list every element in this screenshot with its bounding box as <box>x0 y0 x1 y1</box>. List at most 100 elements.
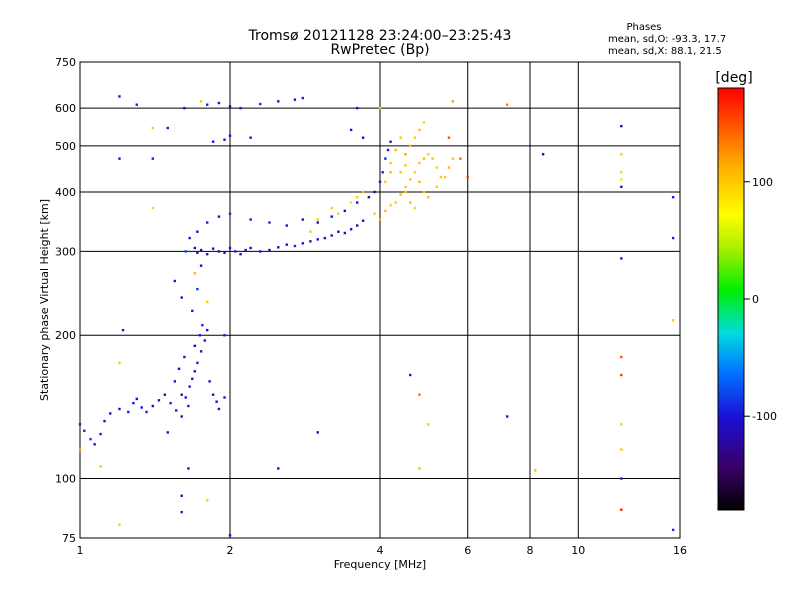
y-axis-title: Stationary phase Virtual Height [km] <box>38 199 51 401</box>
data-point <box>244 248 247 252</box>
data-point <box>184 250 187 253</box>
data-point <box>118 95 121 98</box>
data-point <box>249 218 252 221</box>
data-point <box>620 257 623 260</box>
data-point <box>378 180 382 184</box>
data-point <box>451 157 455 160</box>
data-point <box>199 264 203 267</box>
data-point <box>99 465 102 468</box>
data-point <box>211 247 215 250</box>
data-point <box>228 105 232 108</box>
data-point <box>239 106 242 110</box>
data-point <box>620 124 623 128</box>
data-point <box>355 224 359 227</box>
data-point <box>620 185 623 189</box>
data-point <box>384 180 387 184</box>
data-point <box>404 190 407 194</box>
data-point <box>399 193 402 196</box>
data-point <box>409 373 412 377</box>
data-point <box>118 523 121 526</box>
data-point <box>157 399 161 402</box>
data-point <box>277 100 280 103</box>
data-point <box>349 201 353 204</box>
colorbar-label: [deg] <box>715 70 752 86</box>
y-tick-label: 100 <box>55 473 76 486</box>
data-point <box>215 400 218 403</box>
data-point <box>132 401 135 405</box>
data-point <box>78 448 82 451</box>
data-point <box>384 209 387 213</box>
data-point <box>277 467 280 470</box>
data-point <box>620 477 623 480</box>
data-point <box>620 373 623 377</box>
data-point <box>404 185 407 189</box>
data-point <box>431 157 434 160</box>
data-point <box>217 215 221 218</box>
data-point <box>83 429 86 432</box>
data-point <box>394 201 397 204</box>
data-point <box>199 248 203 252</box>
data-point <box>151 404 155 408</box>
data-point <box>180 415 183 418</box>
x-tick-label: 4 <box>377 544 384 557</box>
data-point <box>145 410 148 414</box>
data-point <box>217 250 221 253</box>
x-tick-label: 10 <box>571 544 585 557</box>
data-point <box>309 240 312 243</box>
data-point <box>386 148 390 152</box>
data-point <box>620 508 623 511</box>
data-point <box>355 195 359 199</box>
data-points <box>78 95 675 537</box>
data-point <box>191 309 194 313</box>
data-point <box>196 361 199 365</box>
data-point <box>118 157 121 160</box>
data-point <box>228 534 232 537</box>
data-point <box>418 180 421 184</box>
data-point <box>163 393 167 396</box>
data-point <box>135 103 138 106</box>
data-point <box>349 228 353 231</box>
data-point <box>205 499 209 502</box>
data-point <box>422 157 426 160</box>
data-point <box>193 272 197 275</box>
data-point <box>99 432 102 436</box>
data-point <box>184 396 187 399</box>
colorbar <box>717 87 745 511</box>
data-point <box>620 355 623 359</box>
data-point <box>196 251 199 255</box>
data-point <box>413 171 417 174</box>
chart-subtitle: RwPretec (Bp) <box>330 42 429 58</box>
data-point <box>135 397 138 401</box>
data-point <box>191 377 194 380</box>
y-tick-label: 200 <box>55 329 76 342</box>
data-point <box>169 401 172 405</box>
data-point <box>413 136 417 139</box>
data-point <box>671 195 675 199</box>
data-point <box>422 190 426 194</box>
data-point <box>249 136 252 139</box>
colorbar-tick-label: -100 <box>752 410 777 423</box>
data-point <box>671 236 675 240</box>
data-point <box>330 215 333 218</box>
data-point <box>439 175 443 179</box>
data-point <box>188 236 191 240</box>
data-point <box>127 410 130 414</box>
colorbar-tick-label: 0 <box>752 293 759 306</box>
data-point <box>277 246 280 249</box>
data-point <box>394 148 397 152</box>
data-point <box>337 212 340 215</box>
data-point <box>378 218 382 221</box>
data-point <box>389 204 392 207</box>
data-point <box>330 206 333 210</box>
data-point <box>193 246 197 250</box>
data-point <box>93 443 96 446</box>
data-point <box>418 161 421 165</box>
data-point <box>409 178 412 181</box>
data-point <box>193 344 197 348</box>
data-point <box>223 138 226 141</box>
data-point <box>121 328 125 332</box>
data-point <box>427 153 430 156</box>
data-point <box>203 339 206 342</box>
data-point <box>413 206 417 210</box>
data-point <box>205 300 209 304</box>
